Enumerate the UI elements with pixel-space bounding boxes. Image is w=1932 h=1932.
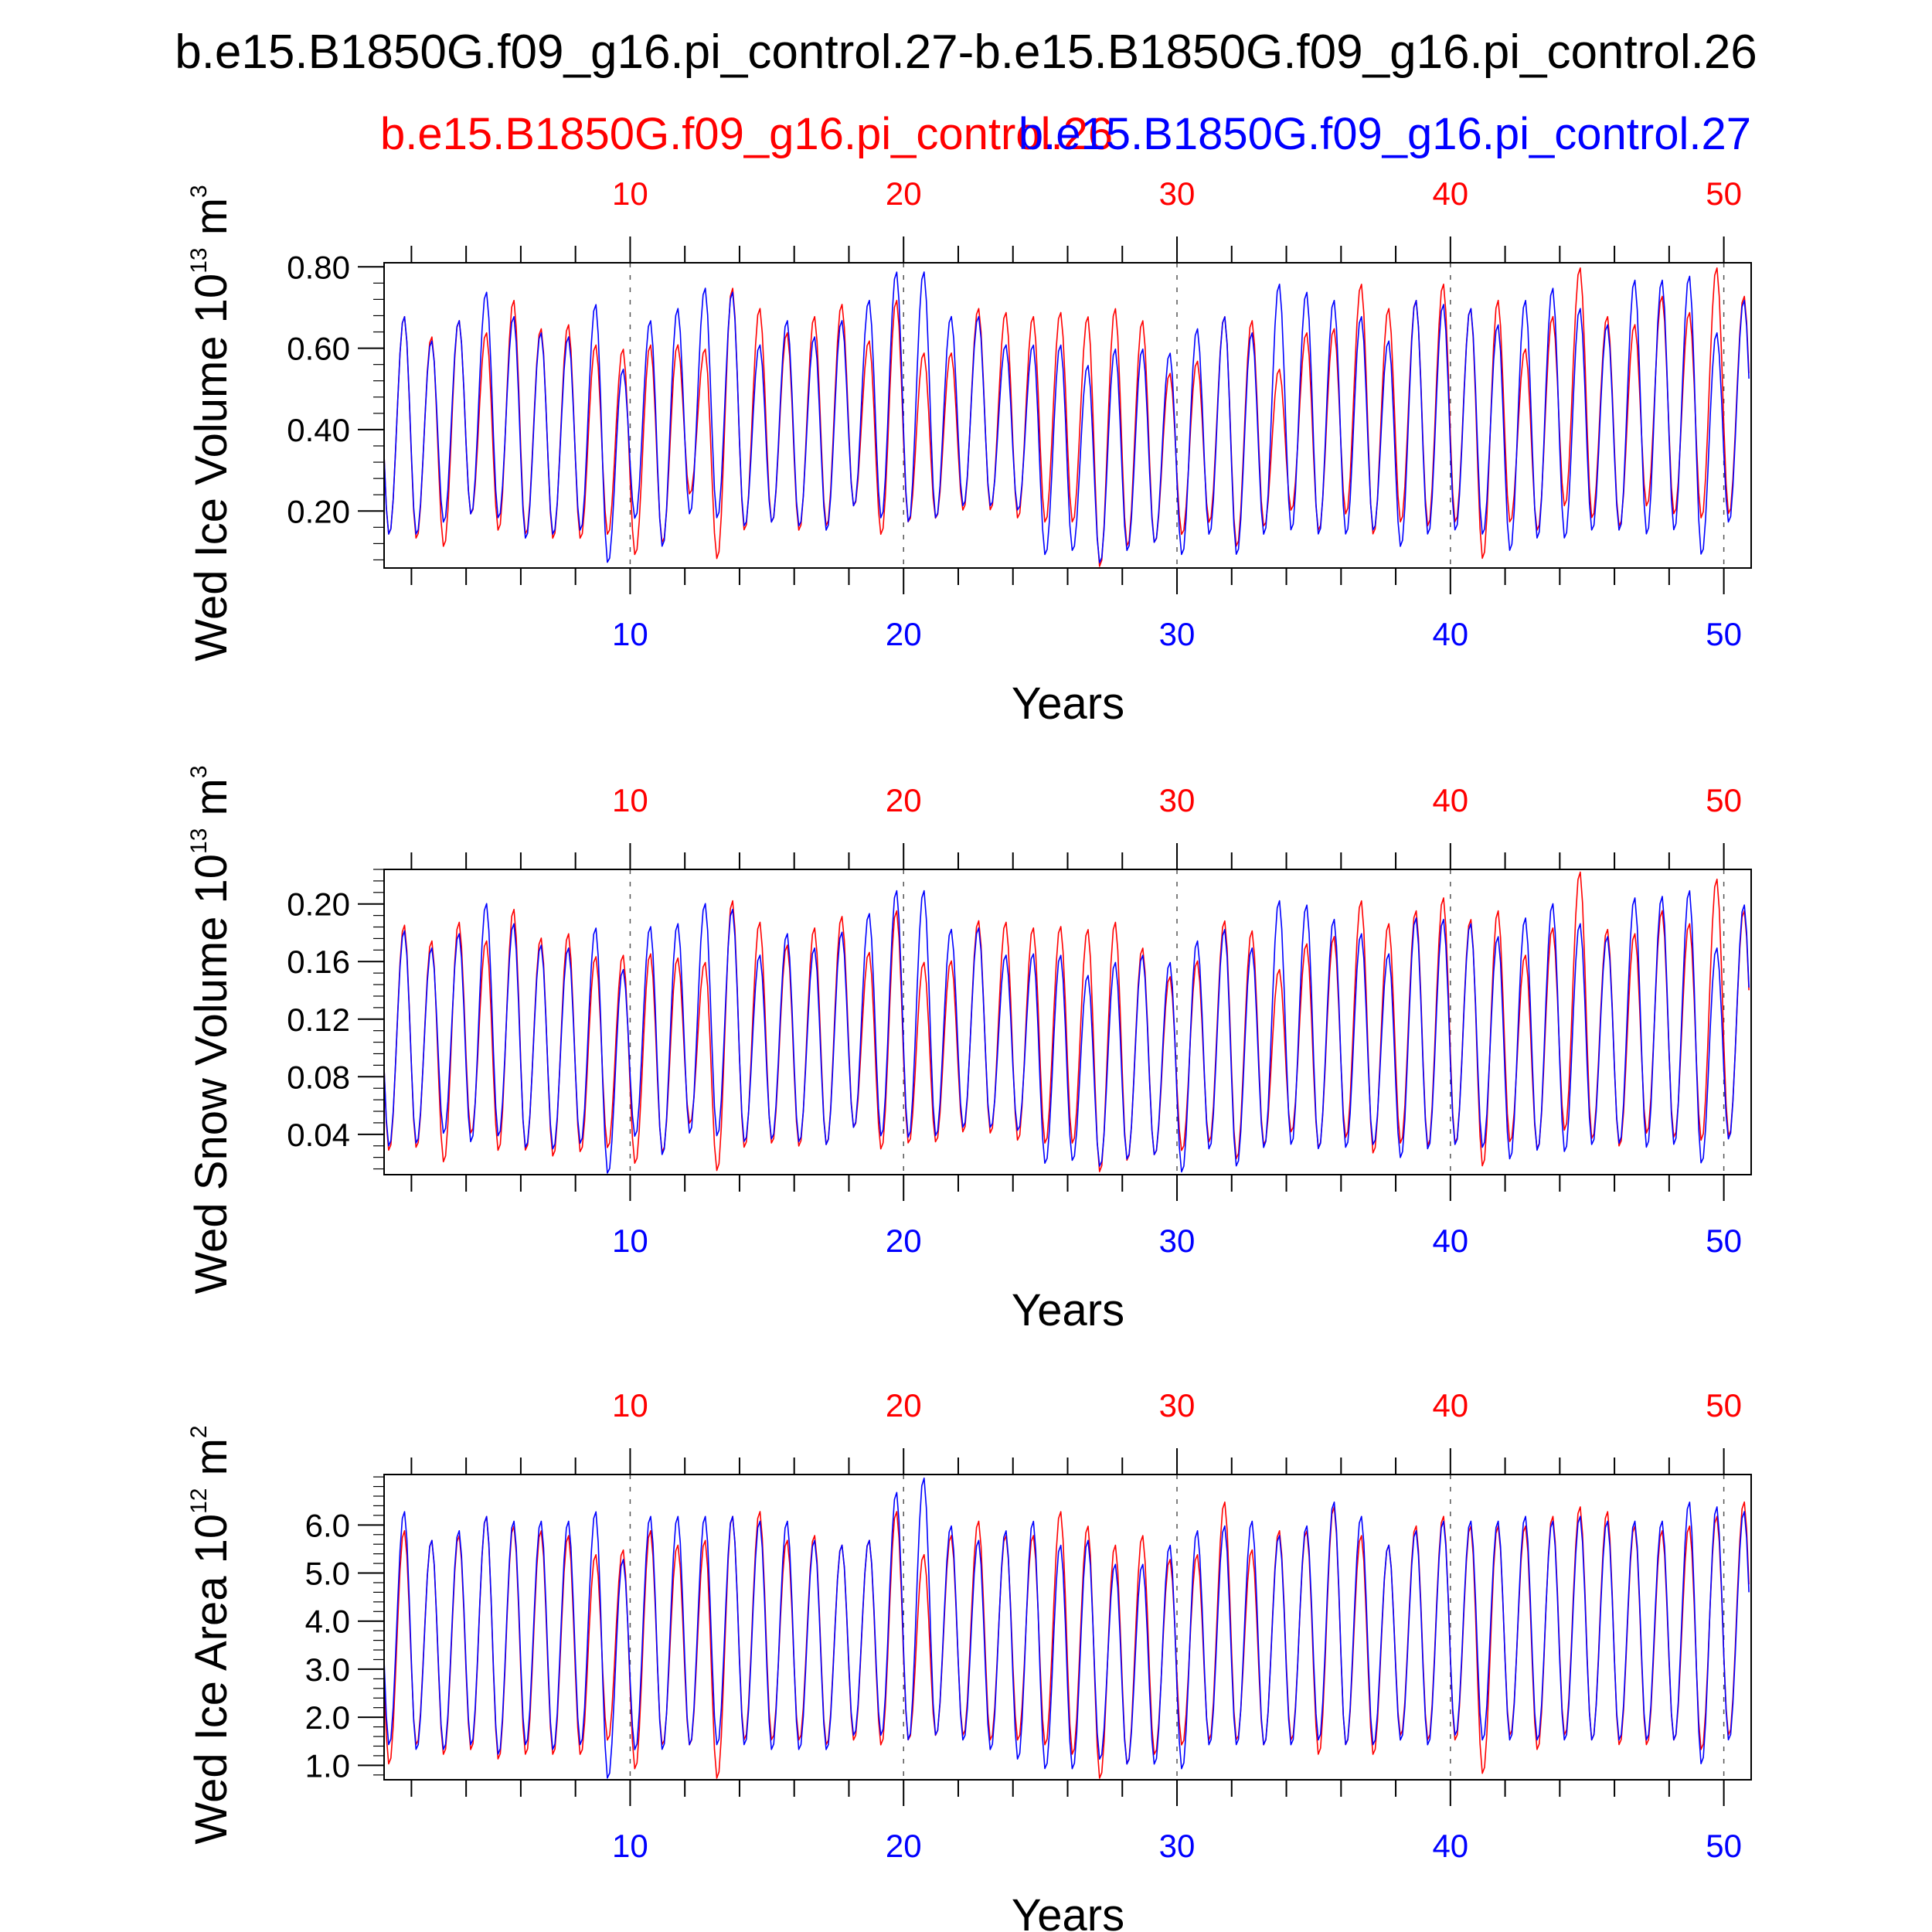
x-tick-label-bottom: 40 [1432,1223,1468,1259]
y-tick-label: 0.80 [287,249,350,285]
y-tick-label: 0.40 [287,412,350,448]
y-tick-label: 1.0 [305,1747,350,1784]
y-tick-label: 0.12 [287,1002,350,1038]
x-tick-label-top: 50 [1706,782,1742,818]
y-tick-label: 3.0 [305,1651,350,1688]
x-tick-label-top: 30 [1159,175,1196,212]
panel-3: 10 10 20 20 30 30 40 40 50 50 1.0 2.0 3.0 4.0 5.0 6.0 Ye… [186,1387,1752,1932]
x-tick-label-bottom: 20 [886,616,922,652]
x-tick-label-top: 50 [1706,1387,1742,1423]
x-tick-label-bottom: 40 [1432,1828,1468,1864]
x-tick-label-top: 20 [886,1387,922,1423]
x-tick-label-top: 40 [1432,175,1468,212]
x-tick-label-top: 10 [612,175,648,212]
x-tick-label-bottom: 30 [1159,1828,1196,1864]
x-axis-label: Years [1012,1285,1124,1335]
panels-group: 10 10 20 20 30 30 40 40 50 50 0.20 0.40 0.60 0.80 Year… [186,175,1752,1932]
x-tick-label-bottom: 10 [612,1828,648,1864]
x-tick-label-bottom: 50 [1706,1223,1742,1259]
x-tick-label-top: 40 [1432,782,1468,818]
series-line-case-26 [383,267,1750,567]
x-tick-label-top: 20 [886,175,922,212]
x-axis-label: Years [1012,679,1124,729]
x-tick-label-top: 30 [1159,782,1196,818]
plot-frame [383,1474,1752,1781]
y-axis-label: Wed Snow Volume 1013 m3 [186,765,236,1294]
x-tick-label-bottom: 50 [1706,1828,1742,1864]
series-line-case-26 [383,871,1750,1172]
x-tick-label-bottom: 50 [1706,616,1742,652]
y-tick-label: 0.04 [287,1117,350,1153]
panel-2: 10 10 20 20 30 30 40 40 50 50 0.04 0.08 0.12 0.16 0.20… [186,765,1752,1335]
figure-title: b.e15.B1850G.f09_g16.pi_control.27-b.e15… [175,26,1757,79]
y-tick-label: 6.0 [305,1507,350,1543]
x-tick-label-bottom: 20 [886,1828,922,1864]
x-tick-label-bottom: 30 [1159,1223,1196,1259]
x-tick-label-bottom: 20 [886,1223,922,1259]
legend-case-26: b.e15.B1850G.f09_g16.pi_control.26 [380,109,1113,159]
x-tick-label-top: 30 [1159,1387,1196,1423]
x-tick-label-top: 10 [612,782,648,818]
x-tick-label-bottom: 30 [1159,616,1196,652]
x-tick-label-top: 50 [1706,175,1742,212]
panel-1: 10 10 20 20 30 30 40 40 50 50 0.20 0.40 0.60 0.80 Year… [186,175,1752,729]
x-tick-label-top: 40 [1432,1387,1468,1423]
plot-frame [383,262,1752,569]
y-axis-label: Wed Ice Volume 1013 m3 [186,185,236,661]
legend-case-27: b.e15.B1850G.f09_g16.pi_control.27 [1019,109,1751,159]
y-tick-label: 5.0 [305,1556,350,1592]
x-axis-label: Years [1012,1890,1124,1932]
y-tick-label: 4.0 [305,1604,350,1640]
plot-frame [383,869,1752,1175]
y-axis-label: Wed Ice Area 1012 m2 [186,1425,236,1844]
series-line-case-27 [383,889,1750,1174]
x-tick-label-bottom: 10 [612,1223,648,1259]
series-line-case-27 [383,1477,1750,1779]
x-tick-label-bottom: 40 [1432,616,1468,652]
series-line-case-27 [383,271,1750,563]
y-tick-label: 2.0 [305,1699,350,1736]
y-tick-label: 0.16 [287,944,350,980]
x-tick-label-top: 10 [612,1387,648,1423]
y-tick-label: 0.60 [287,331,350,367]
x-tick-label-bottom: 10 [612,616,648,652]
y-tick-label: 0.08 [287,1059,350,1095]
y-tick-label: 0.20 [287,886,350,923]
x-tick-label-top: 20 [886,782,922,818]
y-tick-label: 0.20 [287,493,350,529]
